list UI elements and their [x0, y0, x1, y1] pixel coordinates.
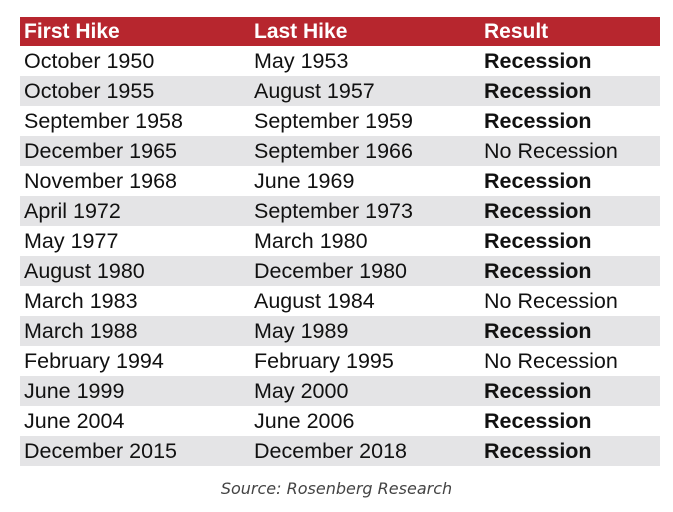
table-row: November 1968 June 1969 Recession: [20, 166, 660, 196]
table-row: March 1988 May 1989 Recession: [20, 316, 660, 346]
first-hike-cell: June 2004: [20, 406, 250, 436]
result-cell: Recession: [480, 166, 660, 196]
table-row: December 1965 September 1966 No Recession: [20, 136, 660, 166]
first-hike-cell: October 1955: [20, 76, 250, 106]
rate-hike-table: First Hike Last Hike Result October 1950…: [20, 17, 660, 466]
table-row: October 1950 May 1953 Recession: [20, 46, 660, 76]
first-hike-cell: October 1950: [20, 46, 250, 76]
last-hike-cell: December 1980: [250, 256, 480, 286]
last-hike-cell: June 1969: [250, 166, 480, 196]
last-hike-cell: May 1953: [250, 46, 480, 76]
table-row: May 1977 March 1980 Recession: [20, 226, 660, 256]
first-hike-cell: April 1972: [20, 196, 250, 226]
last-hike-cell: May 1989: [250, 316, 480, 346]
header-first-hike: First Hike: [20, 17, 250, 46]
first-hike-cell: May 1977: [20, 226, 250, 256]
result-cell: Recession: [480, 226, 660, 256]
table-row: October 1955 August 1957 Recession: [20, 76, 660, 106]
first-hike-cell: December 2015: [20, 436, 250, 466]
result-cell: Recession: [480, 436, 660, 466]
table-row: December 2015 December 2018 Recession: [20, 436, 660, 466]
last-hike-cell: September 1973: [250, 196, 480, 226]
first-hike-cell: November 1968: [20, 166, 250, 196]
result-cell: No Recession: [480, 346, 660, 376]
first-hike-cell: March 1983: [20, 286, 250, 316]
result-cell: No Recession: [480, 286, 660, 316]
table-row: April 1972 September 1973 Recession: [20, 196, 660, 226]
result-cell: Recession: [480, 256, 660, 286]
first-hike-cell: February 1994: [20, 346, 250, 376]
header-last-hike: Last Hike: [250, 17, 480, 46]
table-row: February 1994 February 1995 No Recession: [20, 346, 660, 376]
last-hike-cell: September 1959: [250, 106, 480, 136]
first-hike-cell: March 1988: [20, 316, 250, 346]
result-cell: No Recession: [480, 136, 660, 166]
header-result: Result: [480, 17, 660, 46]
table-row: June 2004 June 2006 Recession: [20, 406, 660, 436]
first-hike-cell: December 1965: [20, 136, 250, 166]
result-cell: Recession: [480, 76, 660, 106]
last-hike-cell: March 1980: [250, 226, 480, 256]
last-hike-cell: February 1995: [250, 346, 480, 376]
table-row: August 1980 December 1980 Recession: [20, 256, 660, 286]
source-note: Source: Rosenberg Research: [220, 479, 453, 498]
last-hike-cell: August 1957: [250, 76, 480, 106]
header-row: First Hike Last Hike Result: [20, 17, 660, 46]
table-row: March 1983 August 1984 No Recession: [20, 286, 660, 316]
table-header: First Hike Last Hike Result: [20, 17, 660, 46]
result-cell: Recession: [480, 46, 660, 76]
last-hike-cell: December 2018: [250, 436, 480, 466]
first-hike-cell: August 1980: [20, 256, 250, 286]
result-cell: Recession: [480, 196, 660, 226]
result-cell: Recession: [480, 316, 660, 346]
last-hike-cell: August 1984: [250, 286, 480, 316]
rate-hike-table-container: First Hike Last Hike Result October 1950…: [20, 17, 660, 466]
result-cell: Recession: [480, 376, 660, 406]
result-cell: Recession: [480, 406, 660, 436]
first-hike-cell: September 1958: [20, 106, 250, 136]
last-hike-cell: September 1966: [250, 136, 480, 166]
result-cell: Recession: [480, 106, 660, 136]
last-hike-cell: June 2006: [250, 406, 480, 436]
table-body: October 1950 May 1953 Recession October 195…: [20, 46, 660, 466]
table-row: June 1999 May 2000 Recession: [20, 376, 660, 406]
first-hike-cell: June 1999: [20, 376, 250, 406]
table-row: September 1958 September 1959 Recession: [20, 106, 660, 136]
last-hike-cell: May 2000: [250, 376, 480, 406]
